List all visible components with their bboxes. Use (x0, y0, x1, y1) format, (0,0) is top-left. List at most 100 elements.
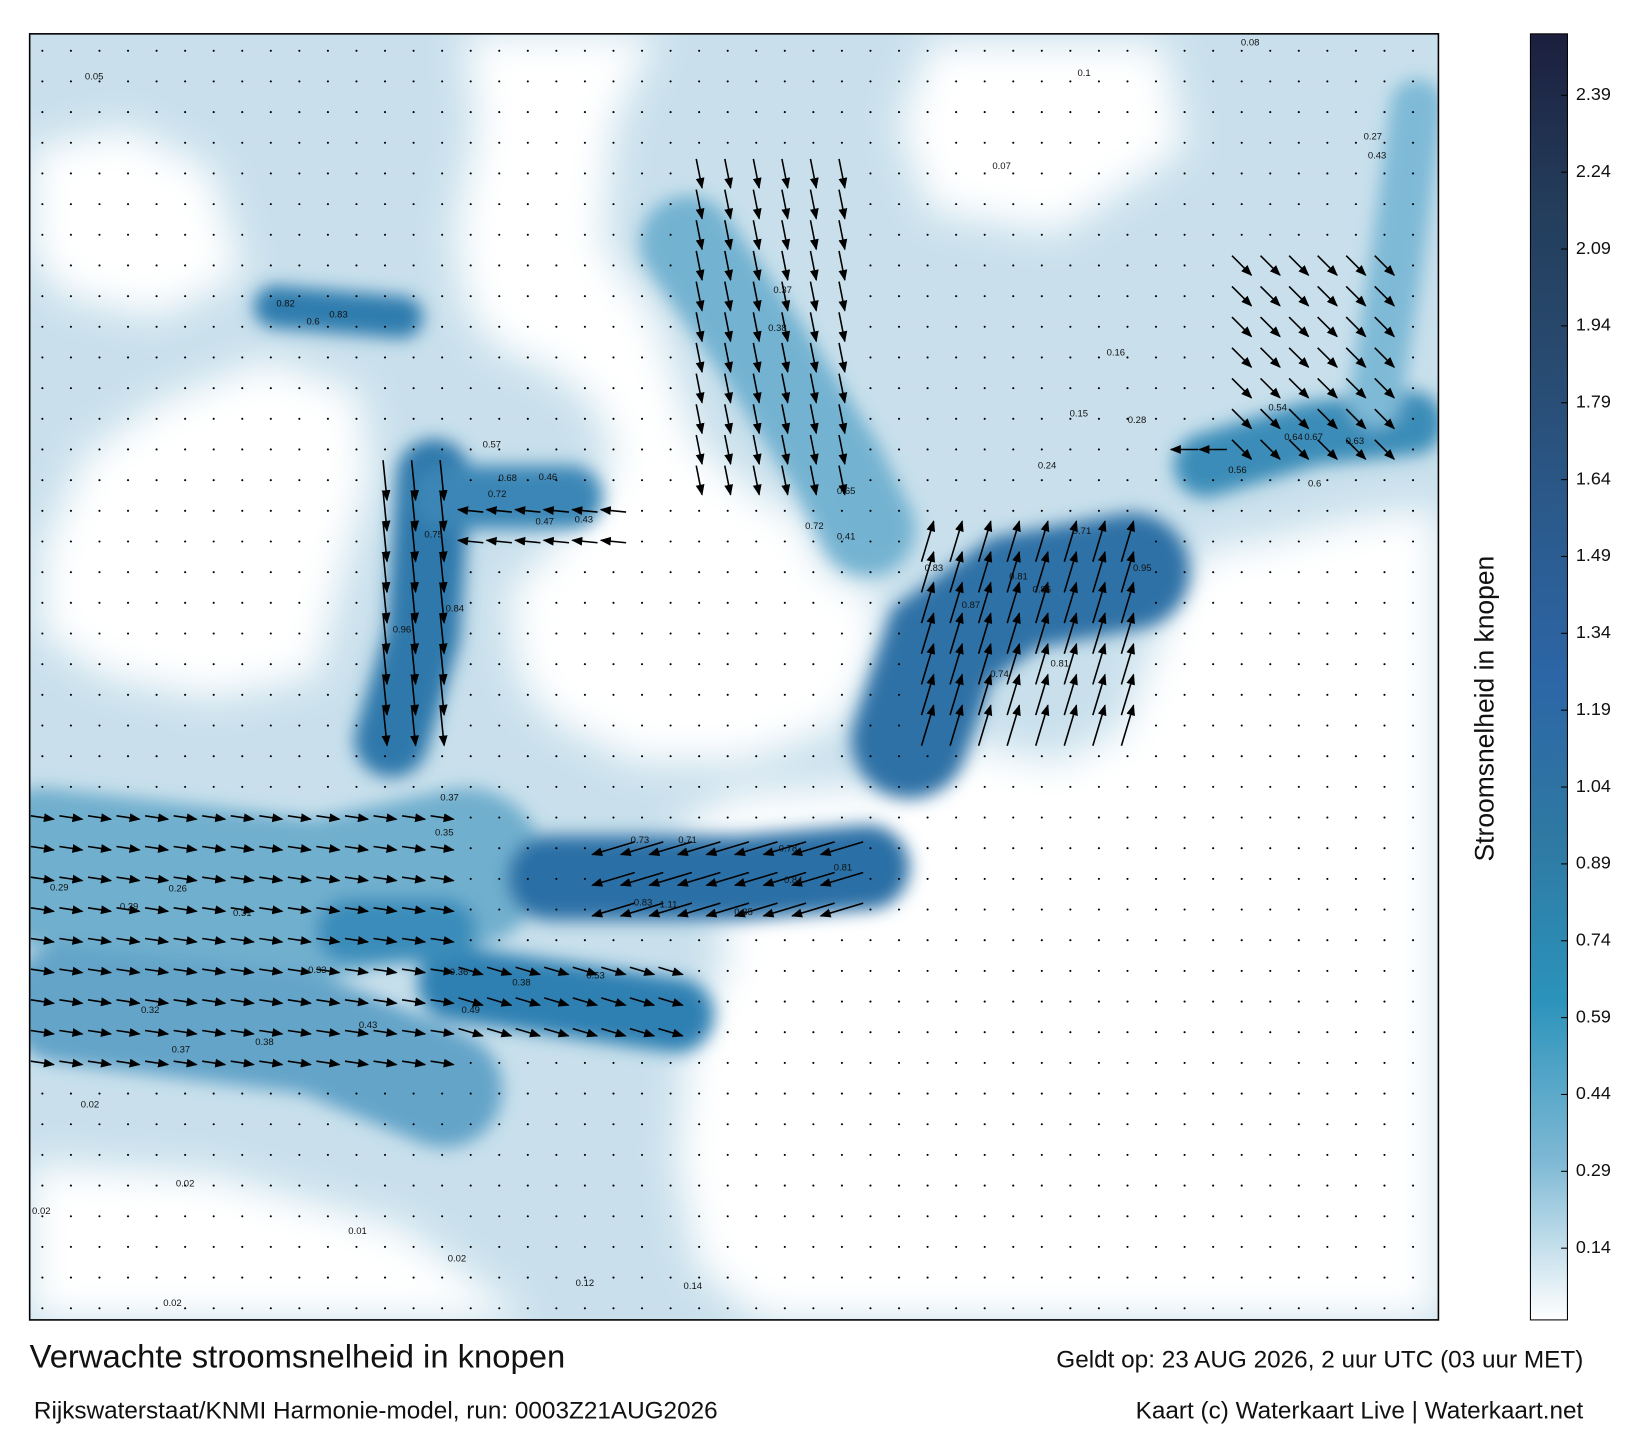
vector-arrow (401, 813, 427, 823)
vector-arrow (1120, 673, 1135, 716)
vector-dot (726, 1092, 729, 1095)
vector-dot (212, 571, 215, 574)
vector-dot (1212, 325, 1215, 328)
vector-dot (1212, 387, 1215, 390)
map-frame (28, 33, 1440, 1321)
vector-dot (698, 939, 701, 942)
vector-dot (298, 80, 301, 83)
vector-dot (498, 479, 501, 482)
vector-arrow (695, 434, 705, 466)
vector-dot (955, 755, 958, 758)
vector-dot (1383, 1184, 1386, 1187)
vector-dot (926, 356, 929, 359)
vector-dot (1012, 1307, 1015, 1310)
vector-dot (1012, 1031, 1015, 1034)
vector-arrow (1288, 255, 1310, 276)
vector-arrow (1120, 550, 1135, 593)
vector-dot (1097, 141, 1100, 144)
vector-arrow (1034, 673, 1050, 716)
vector-dot (669, 693, 672, 696)
vector-dot (69, 295, 72, 298)
vector-arrow (920, 642, 936, 685)
vector-dot (1069, 1184, 1072, 1187)
vector-dot (526, 356, 529, 359)
vector-dot (1240, 80, 1243, 83)
vector-dot (640, 448, 644, 451)
vector-dot (612, 1061, 615, 1064)
vector-arrow (838, 373, 848, 404)
vector-dot (1240, 49, 1243, 52)
vector-dot (41, 1276, 44, 1279)
vector-arrow (430, 905, 455, 915)
vector-dot (184, 264, 187, 267)
vector-arrow (752, 220, 762, 251)
vector-arrow (515, 1027, 542, 1038)
vector-arrow (1374, 347, 1395, 368)
vector-arrow (838, 158, 848, 190)
vector-arrow (752, 250, 762, 282)
vector-dot (298, 233, 301, 236)
vector-dot (812, 939, 815, 942)
vector-dot (69, 509, 72, 512)
vector-arrow (30, 1028, 55, 1037)
vector-dot (469, 1092, 472, 1095)
vector-dot (498, 80, 501, 83)
vector-dot (1240, 1153, 1243, 1156)
vector-arrow (1345, 316, 1367, 338)
current-speed-label: 0.14 (684, 1281, 703, 1292)
vector-dot (1354, 172, 1357, 175)
current-speed-label: 0.29 (120, 902, 139, 913)
vector-dot (926, 816, 929, 819)
vector-dot (1326, 877, 1329, 880)
vector-dot (1269, 111, 1272, 114)
vector-arrow (752, 312, 762, 343)
vector-arrow (430, 1058, 455, 1068)
vector-dot (126, 448, 130, 451)
vector-arrow (1317, 316, 1338, 338)
vector-dot (184, 80, 187, 83)
vector-dot (1411, 969, 1415, 972)
vector-dot (555, 172, 558, 175)
vector-dot (69, 1153, 72, 1156)
vector-dot (355, 755, 358, 758)
vector-dot (469, 295, 472, 298)
vector-dot (1212, 601, 1215, 604)
vector-dot (383, 264, 387, 267)
vector-dot (498, 264, 501, 267)
vector-dot (241, 571, 244, 574)
vector-dot (755, 969, 758, 972)
vector-dot (555, 325, 558, 328)
vector-dot (355, 387, 358, 390)
vector-arrow (344, 966, 370, 976)
vector-dot (1126, 417, 1129, 420)
vector-dot (583, 939, 586, 942)
vector-arrow (87, 997, 113, 1007)
vector-dot (812, 969, 815, 972)
vector-dot (155, 632, 158, 635)
vector-dot (1383, 693, 1386, 696)
vector-dot (1297, 632, 1300, 635)
vector-arrow (116, 936, 141, 945)
vector-dot (726, 663, 729, 666)
vector-arrow (410, 521, 420, 563)
vector-dot (212, 1184, 215, 1187)
vector-dot (726, 540, 729, 543)
vector-dot (1012, 1184, 1015, 1187)
vector-dot (612, 1092, 615, 1095)
vector-dot (698, 1276, 701, 1279)
vector-arrow (949, 550, 964, 593)
vector-dot (1097, 755, 1100, 758)
vector-dot (1154, 233, 1158, 236)
vector-dot (98, 172, 101, 175)
current-speed-label: 0.05 (85, 71, 103, 82)
vector-dot (241, 356, 244, 359)
vector-dot (555, 448, 558, 451)
vector-dot (326, 356, 329, 359)
vector-dot (698, 969, 701, 972)
vector-dot (69, 1307, 72, 1310)
vector-arrow (695, 465, 705, 496)
vector-dot (983, 1184, 986, 1187)
vector-dot (412, 172, 415, 175)
vector-dot (326, 387, 329, 390)
vector-arrow (259, 997, 284, 1007)
